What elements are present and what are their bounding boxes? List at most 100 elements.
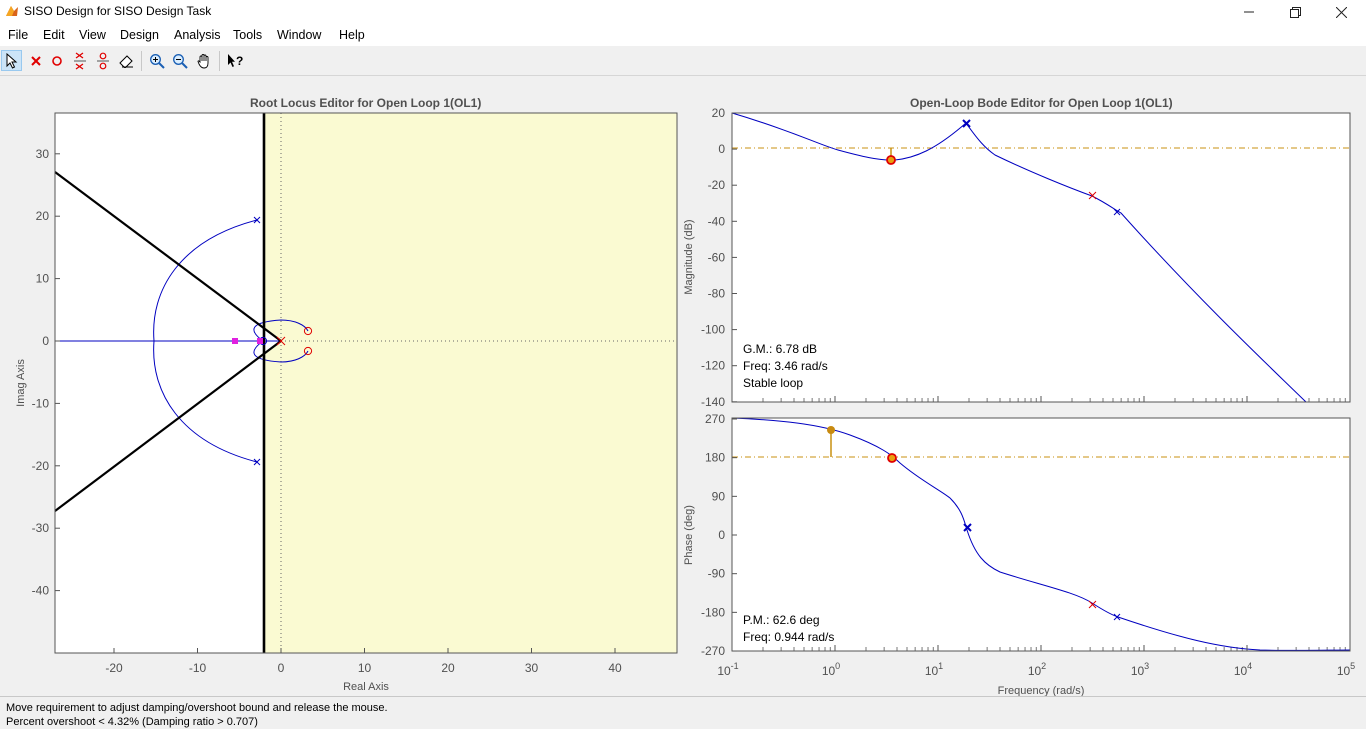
phase-margin-text: P.M.: 62.6 deg	[743, 613, 820, 627]
magnitude-ytick-label: -60	[708, 250, 726, 264]
root-locus-xtick-label: -10	[189, 661, 207, 675]
magnitude-ticks: 20 0 -20 -40 -60 -80 -100 -120 -140	[701, 106, 737, 409]
frequency-tick-label: 10-1	[717, 661, 738, 678]
whats-this-button[interactable]: ?	[224, 50, 245, 71]
open-loop-zero[interactable]	[303, 346, 313, 356]
menu-view[interactable]: View	[79, 28, 106, 42]
restore-button[interactable]	[1272, 0, 1318, 24]
bode-phase-plot[interactable]: 270 180 90 0 -90 -180 -270 10-1 100 101 102 103 104…	[683, 396, 1355, 696]
zoom-in-icon	[149, 53, 165, 69]
magnitude-minor-ticks	[762, 398, 1346, 402]
root-locus-xtick-label: 0	[278, 661, 285, 675]
frequency-tick-label: 101	[925, 661, 943, 678]
close-button[interactable]	[1318, 0, 1364, 24]
root-locus-ytick-label: 30	[36, 147, 50, 161]
closed-loop-pole[interactable]	[257, 338, 263, 344]
select-tool-button[interactable]	[1, 50, 22, 71]
damping-bound-line[interactable]	[54, 340, 282, 512]
menu-window[interactable]: Window	[277, 28, 322, 42]
whats-this-help-icon: ?	[227, 53, 243, 68]
magnitude-ytick-label: -40	[708, 214, 726, 228]
open-loop-pole[interactable]	[253, 216, 261, 224]
root-locus-plot[interactable]: -20 -10 0 10 20 30 40 30 20 10 0 -10 -20 -30 -40 Real …	[15, 112, 678, 693]
add-complex-zero-button[interactable]	[92, 50, 113, 71]
loop-stability-text: Stable loop	[743, 376, 803, 390]
title-bar: SISO Design for SISO Design Task	[0, 0, 1366, 24]
bode-title: Open-Loop Bode Editor for Open Loop 1(OL…	[910, 96, 1173, 110]
zoom-in-button[interactable]	[146, 50, 167, 71]
phase-pole-marker[interactable]	[963, 523, 972, 532]
add-real-pole-button[interactable]	[25, 50, 46, 71]
phase-crossover-marker[interactable]	[887, 453, 897, 463]
status-bar: Move requirement to adjust damping/overs…	[0, 696, 1366, 729]
magnitude-response-curve[interactable]	[731, 112, 1307, 403]
root-locus-ytick-label: -40	[32, 584, 50, 598]
locus-branch	[253, 340, 309, 363]
root-locus-xtick-label: 30	[525, 661, 539, 675]
overshoot-feasible-region	[55, 113, 281, 653]
phase-ytick-label: 0	[718, 528, 725, 542]
damping-bound-line[interactable]	[54, 171, 282, 342]
toolbar: ?	[0, 47, 1366, 76]
frequency-tick-label: 102	[1028, 661, 1046, 678]
phase-ytick-label: -270	[701, 644, 725, 658]
close-icon	[1335, 6, 1347, 18]
add-real-pole-icon	[30, 55, 41, 66]
magnitude-pole-marker[interactable]	[1113, 208, 1121, 216]
root-locus-xtick-label: 10	[358, 661, 372, 675]
open-loop-pole[interactable]	[253, 458, 261, 466]
menu-edit[interactable]: Edit	[43, 28, 65, 42]
add-real-zero-icon	[51, 55, 62, 66]
add-real-zero-button[interactable]	[46, 50, 67, 71]
menu-tools[interactable]: Tools	[233, 28, 263, 42]
add-complex-pole-button[interactable]	[69, 50, 90, 71]
open-loop-pole[interactable]	[276, 336, 286, 346]
pan-hand-icon	[197, 53, 208, 68]
root-locus-axes-box	[54, 112, 678, 654]
root-locus-ytick-label: -10	[32, 396, 50, 410]
zoom-out-button[interactable]	[169, 50, 190, 71]
open-loop-zero[interactable]	[303, 326, 313, 336]
gain-crossover-marker[interactable]	[886, 155, 896, 165]
magnitude-ytick-label: -120	[701, 359, 725, 373]
phase-axes-area	[732, 418, 1350, 651]
menu-analysis[interactable]: Analysis	[174, 28, 221, 42]
magnitude-ytick-label: -100	[701, 323, 725, 337]
select-arrow-icon	[6, 52, 17, 69]
frequency-xlabel: Frequency (rad/s)	[998, 685, 1085, 696]
magnitude-axes-area	[732, 113, 1350, 402]
erase-button[interactable]	[115, 50, 136, 71]
status-message: Move requirement to adjust damping/overs…	[6, 702, 388, 714]
closed-loop-pole[interactable]	[232, 338, 238, 344]
root-locus-ytick-label: -30	[32, 521, 50, 535]
bode-magnitude-plot[interactable]: 20 0 -20 -40 -60 -80 -100 -120 -140 G.M.: 6.78 d…	[683, 106, 1351, 409]
phase-margin-dot[interactable]	[827, 426, 835, 434]
minimize-icon	[1244, 11, 1254, 13]
root-locus-ytick-label: 0	[42, 334, 49, 348]
pan-button[interactable]	[193, 50, 214, 71]
magnitude-pole-marker[interactable]	[962, 119, 971, 128]
phase-ylabel: Phase (deg)	[683, 505, 695, 565]
phase-pole-marker[interactable]	[1113, 613, 1121, 621]
phase-pole-marker[interactable]	[1088, 600, 1097, 609]
window-title: SISO Design for SISO Design Task	[24, 4, 212, 18]
matlab-app-icon	[6, 6, 18, 16]
magnitude-ytick-label: -20	[708, 178, 726, 192]
eraser-icon	[118, 54, 133, 68]
phase-ytick-label: 90	[712, 489, 726, 503]
root-locus-xlabel: Real Axis	[343, 681, 389, 693]
menu-file[interactable]: File	[8, 28, 29, 42]
locus-branch	[253, 319, 309, 342]
phase-ytick-label: -180	[701, 605, 725, 619]
menu-design[interactable]: Design	[120, 28, 159, 42]
magnitude-pole-marker[interactable]	[1088, 191, 1097, 200]
menu-bar: File Edit View Design Analysis Tools Win…	[0, 24, 1366, 46]
root-locus-ytick-label: 20	[36, 209, 50, 223]
phase-ytick-label: -90	[708, 567, 726, 581]
root-locus-ylabel: Imag Axis	[15, 359, 27, 407]
menu-help[interactable]: Help	[339, 28, 365, 42]
restore-icon	[1289, 6, 1301, 18]
phase-response-curve[interactable]	[731, 417, 1351, 651]
minimize-button[interactable]	[1226, 0, 1272, 24]
